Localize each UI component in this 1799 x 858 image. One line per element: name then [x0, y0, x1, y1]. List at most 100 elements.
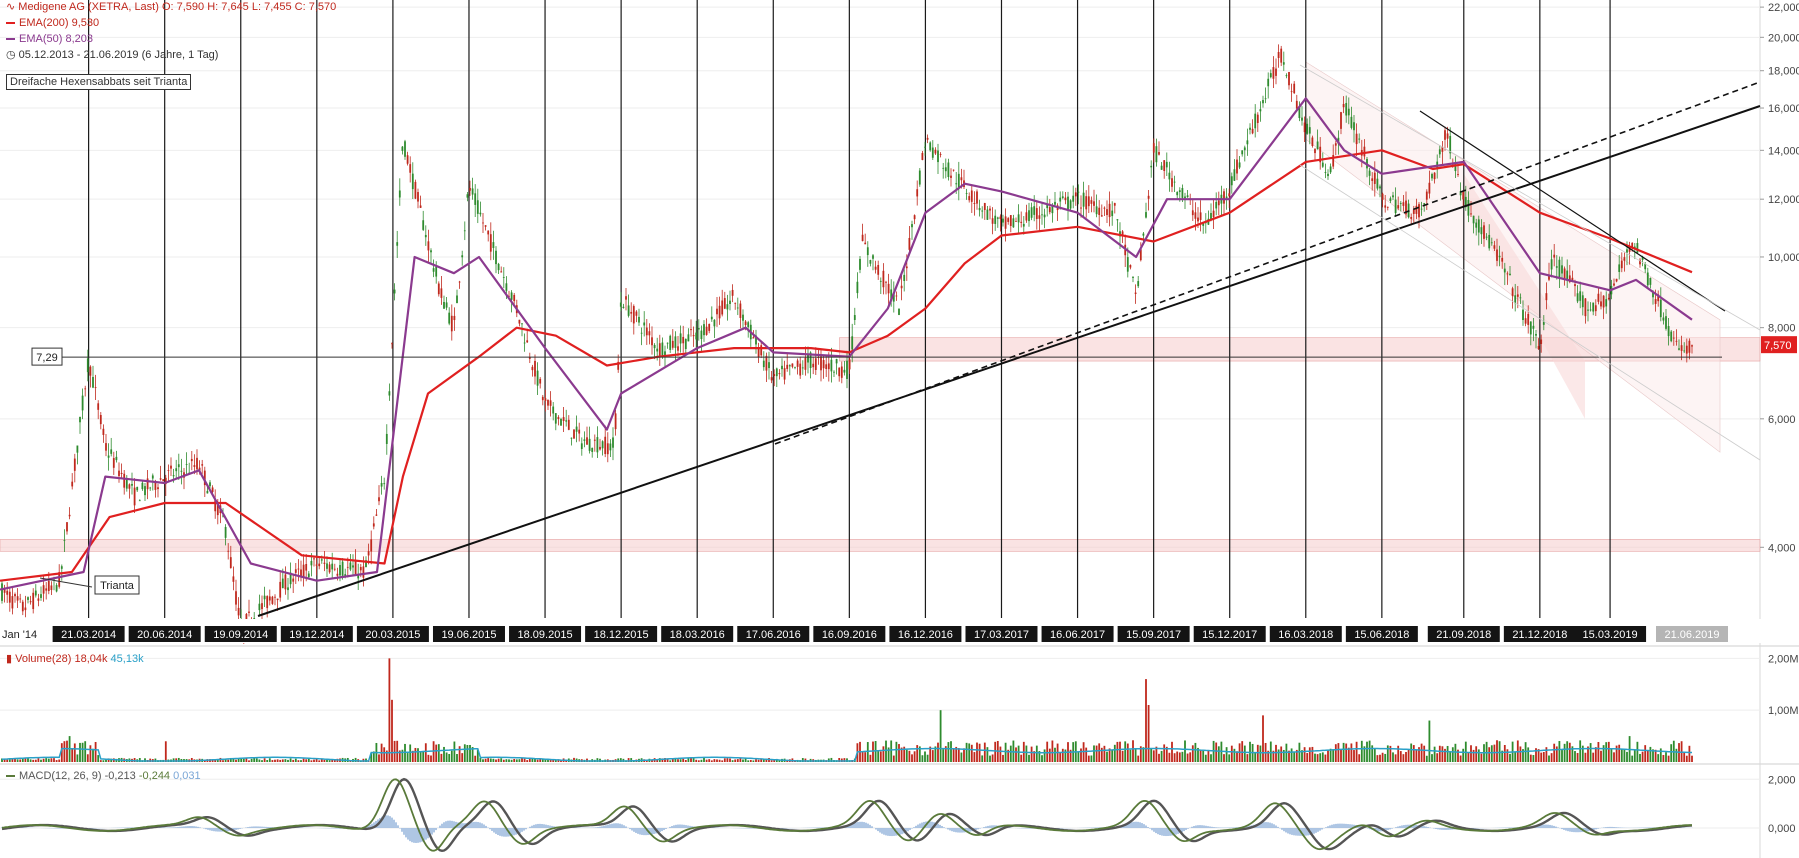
ema200-value: 9,530 [71, 17, 100, 29]
volume-bar [1233, 748, 1236, 762]
volume-bar [1262, 715, 1264, 762]
volume-bar [92, 748, 94, 762]
candle-body [172, 475, 175, 477]
candle-body [1485, 236, 1488, 238]
volume-bar [1639, 753, 1641, 762]
volume-bar [177, 757, 180, 762]
volume-bar [229, 757, 232, 762]
volume-bar [287, 759, 289, 762]
volume-bar [510, 759, 513, 762]
candle-body [276, 598, 279, 601]
candle-body [359, 566, 362, 571]
candle-body [354, 561, 357, 575]
candle-body [1163, 160, 1166, 171]
volume-bar [1633, 749, 1636, 762]
volume-bar [752, 760, 755, 762]
candle-body [939, 154, 942, 155]
candle-body [580, 443, 583, 449]
volume-bar [1126, 743, 1129, 762]
candle-body [1405, 200, 1407, 215]
trianta-label: Trianta [100, 580, 135, 592]
candle-body [1459, 191, 1462, 196]
candle-body [1488, 234, 1491, 249]
macd-histogram-bar [531, 825, 533, 828]
volume-bar [1113, 744, 1116, 762]
volume-bar [1657, 754, 1660, 762]
volume-bar [1342, 742, 1345, 762]
candle-body [1553, 254, 1556, 258]
volume-bar [534, 758, 536, 762]
volume-bar [710, 760, 713, 762]
candle-body [1009, 215, 1012, 226]
volume-bar [1519, 746, 1522, 762]
volume-bar [1449, 751, 1452, 762]
candle-body [1672, 337, 1675, 339]
volume-bar [315, 758, 318, 762]
volume-bar [921, 755, 924, 762]
volume-bar [885, 740, 887, 762]
macd-histogram-bar [525, 828, 527, 830]
candle-body [201, 464, 204, 466]
volume-bar [1587, 746, 1589, 762]
candle-body [1087, 196, 1090, 207]
macd-histogram-bar [481, 823, 483, 828]
volume-bar [482, 759, 484, 762]
macd-histogram-bar [913, 827, 915, 828]
candle-body [284, 574, 287, 590]
candle-body [216, 503, 219, 516]
candle-body [487, 230, 490, 235]
date-label: 17.03.2017 [974, 629, 1029, 641]
macd-histogram-bar [861, 821, 863, 828]
volume-bar [981, 755, 984, 762]
macd-histogram-bar [751, 828, 753, 829]
candle-body [1197, 217, 1199, 222]
candle-body [149, 487, 152, 489]
volume-bar [255, 758, 258, 762]
volume-bar [211, 759, 214, 762]
candle-body [349, 562, 352, 570]
macd-histogram-bar [1509, 827, 1511, 828]
candle-body [601, 441, 604, 449]
macd-histogram-bar [663, 828, 665, 831]
candle-body [81, 395, 84, 411]
volume-bar [1015, 747, 1017, 762]
candle-body [1251, 128, 1254, 134]
volume-bar [1184, 740, 1186, 762]
date-label-background [204, 626, 277, 642]
macd-histogram-bar [1603, 827, 1605, 828]
date-label: 21.03.2014 [61, 629, 116, 641]
candle-body [1316, 141, 1319, 150]
candle-body [638, 316, 640, 323]
macd-histogram-bar [1303, 828, 1305, 836]
price-tick-label: 10,000 [1768, 252, 1799, 264]
macd-histogram-bar [471, 822, 473, 828]
candle-body [1680, 345, 1683, 351]
candle-body [1319, 146, 1322, 163]
volume-bar [552, 759, 555, 762]
volume-bar [1451, 747, 1454, 762]
candle-body [695, 332, 698, 340]
candle-body [131, 483, 133, 486]
volume-bar [1607, 741, 1610, 762]
volume-bar [1308, 747, 1311, 762]
macd-histogram-bar [235, 828, 237, 830]
candle-body [266, 596, 269, 609]
volume-bar [1431, 754, 1433, 762]
ema50-value: 8,203 [65, 33, 93, 45]
macd-histogram-bar [1575, 828, 1577, 833]
volume-bar [1381, 752, 1384, 762]
volume-bar [1124, 741, 1127, 762]
candle-body [1397, 205, 1400, 209]
candle-body [388, 391, 391, 396]
macd-histogram-bar [175, 827, 177, 828]
candle-body [378, 497, 380, 502]
candle-body [1592, 302, 1595, 312]
candle-body [989, 208, 991, 211]
candle-body [1077, 191, 1080, 193]
candle-body [1532, 325, 1535, 329]
candle-body [372, 523, 375, 527]
volume-bar [1620, 749, 1623, 762]
volume-bar [1054, 747, 1056, 762]
